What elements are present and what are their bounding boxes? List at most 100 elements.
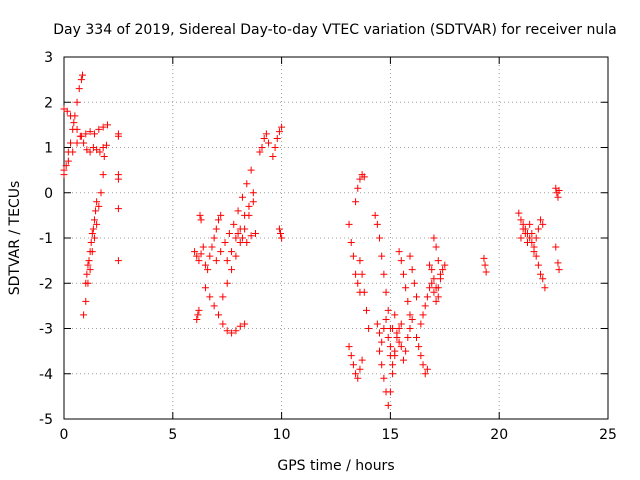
data-point-marker: [262, 130, 270, 138]
data-point-marker: [391, 311, 399, 319]
data-point-marker: [382, 315, 390, 323]
data-point-marker: [214, 311, 222, 319]
x-tick-label: 25: [599, 427, 617, 443]
data-point-marker: [214, 216, 222, 224]
data-point-marker: [269, 153, 277, 161]
data-point-marker: [534, 225, 542, 233]
data-point-marker: [86, 248, 94, 256]
data-point-marker: [406, 325, 414, 332]
data-point-marker: [386, 343, 394, 351]
data-point-marker: [77, 132, 85, 140]
data-point-marker: [95, 202, 103, 210]
data-point-marker: [395, 325, 403, 332]
data-point-marker: [87, 239, 95, 247]
data-point-marker: [413, 293, 421, 301]
data-point-marker: [78, 71, 86, 79]
data-point-marker: [349, 252, 357, 260]
data-point-marker: [397, 320, 405, 328]
data-point-marker: [80, 139, 88, 147]
data-point-marker: [73, 139, 81, 147]
data-point-marker: [389, 361, 397, 369]
data-point-marker: [195, 257, 203, 265]
data-point-marker: [86, 148, 94, 156]
data-point-marker: [228, 248, 236, 256]
data-point-marker: [195, 306, 203, 314]
x-tick-label: 10: [273, 427, 291, 443]
x-tick-label: 15: [381, 427, 399, 443]
data-point-marker: [373, 220, 381, 228]
data-point-marker: [102, 141, 110, 149]
data-point-marker: [223, 257, 231, 265]
data-point-marker: [354, 279, 362, 287]
data-point-marker: [73, 125, 81, 133]
data-point-marker: [402, 347, 410, 355]
data-point-marker: [219, 293, 227, 301]
y-tick-label: -5: [39, 412, 53, 428]
data-point-marker: [349, 361, 357, 369]
data-point-marker: [249, 198, 257, 206]
x-tick-label: 20: [490, 427, 508, 443]
data-point-marker: [402, 284, 410, 292]
data-point-marker: [430, 275, 438, 283]
data-point-marker: [345, 343, 353, 351]
data-point-marker: [428, 279, 436, 287]
y-tick-label: -3: [39, 322, 53, 338]
data-point-marker: [413, 334, 421, 342]
data-point-marker: [230, 220, 238, 228]
data-point-marker: [247, 232, 255, 240]
data-point-marker: [391, 347, 399, 355]
data-point-marker: [73, 98, 81, 106]
data-point-marker: [271, 144, 279, 151]
data-point-marker: [193, 252, 201, 260]
x-tick-label: 5: [168, 427, 177, 443]
data-point-marker: [555, 266, 563, 274]
data-point-marker: [482, 268, 490, 276]
data-point-marker: [247, 166, 255, 174]
chart-title: Day 334 of 2019, Sidereal Day-to-day VTE…: [53, 22, 616, 38]
data-point-marker: [225, 229, 233, 237]
data-point-marker: [526, 234, 534, 242]
data-point-marker: [232, 327, 240, 335]
data-point-marker: [358, 270, 366, 278]
data-point-marker: [382, 288, 390, 296]
data-point-marker: [93, 198, 101, 206]
data-point-marker: [234, 207, 242, 215]
data-point-marker: [537, 270, 545, 278]
data-point-marker: [419, 361, 427, 369]
data-point-marker: [376, 329, 384, 337]
data-point-marker: [432, 243, 440, 251]
y-axis-label: SDTVAR / TECUs: [7, 181, 23, 296]
data-point-marker: [421, 302, 429, 310]
data-point-marker: [75, 85, 83, 93]
data-point-marker: [277, 229, 285, 237]
data-point-marker: [96, 148, 104, 156]
data-point-marker: [352, 198, 360, 206]
data-point-marker: [517, 216, 525, 224]
data-point-marker: [376, 347, 384, 355]
data-point-marker: [395, 338, 403, 346]
data-point-marker: [85, 257, 93, 265]
data-point-marker: [384, 306, 392, 314]
data-point-marker: [104, 121, 112, 129]
data-point-marker: [67, 139, 75, 147]
data-point-marker: [92, 207, 100, 215]
data-point-marker: [201, 284, 209, 292]
data-point-marker: [80, 311, 88, 319]
data-point-marker: [223, 327, 231, 335]
data-point-marker: [199, 243, 207, 251]
data-point-marker: [89, 225, 97, 233]
data-point-marker: [552, 243, 560, 251]
data-point-marker: [245, 202, 253, 210]
data-point-marker: [371, 211, 379, 219]
data-point-marker: [273, 134, 281, 142]
data-point-marker: [99, 171, 107, 179]
data-point-marker: [541, 284, 549, 292]
data-point-marker: [380, 374, 388, 382]
data-point-marker: [380, 270, 388, 278]
data-point-marker: [423, 293, 431, 301]
data-point-marker: [554, 259, 562, 267]
data-point-marker: [360, 173, 368, 181]
data-point-marker: [236, 239, 244, 247]
data-point-marker: [232, 252, 240, 260]
